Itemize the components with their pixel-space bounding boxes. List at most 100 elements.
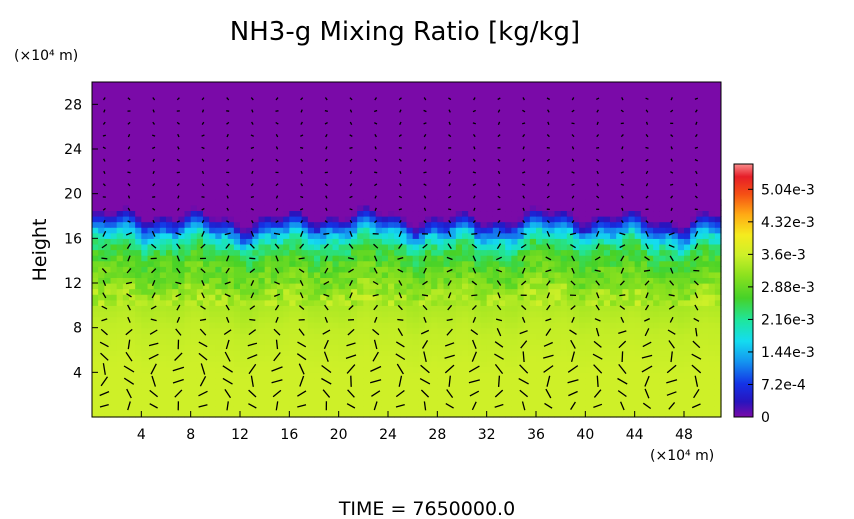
field-cell xyxy=(665,243,673,251)
wind-vector xyxy=(645,170,649,175)
field-cell xyxy=(375,333,383,340)
field-cell xyxy=(585,316,593,323)
field-cell xyxy=(166,221,173,228)
field-cell xyxy=(597,405,605,413)
field-cell xyxy=(147,210,155,217)
field-cell xyxy=(616,283,623,290)
field-cell xyxy=(116,288,124,295)
field-cell xyxy=(690,372,697,379)
wind-vector xyxy=(595,327,600,337)
field-cell xyxy=(455,361,463,368)
field-cell xyxy=(394,210,401,217)
field-cell xyxy=(135,227,142,234)
field-cell xyxy=(696,322,704,329)
field-cell xyxy=(690,400,697,407)
field-cell xyxy=(511,266,519,273)
field-cell xyxy=(172,299,179,306)
wind-vector xyxy=(399,183,402,187)
field-cell xyxy=(634,338,642,346)
wind-vector xyxy=(596,121,599,125)
field-cell xyxy=(221,389,229,396)
field-cell xyxy=(338,260,346,267)
field-cell xyxy=(622,255,630,262)
field-cell xyxy=(110,199,118,206)
field-cell xyxy=(233,283,241,290)
field-cell xyxy=(307,411,315,418)
field-cell xyxy=(295,249,303,256)
field-cell xyxy=(523,338,531,346)
field-cell xyxy=(443,377,451,385)
field-cell xyxy=(178,310,186,318)
field-cell xyxy=(628,394,636,401)
field-cell xyxy=(289,243,297,251)
field-cell xyxy=(628,350,636,357)
field-cell xyxy=(258,232,266,239)
field-cell xyxy=(363,238,371,245)
field-cell xyxy=(264,294,272,301)
field-cell xyxy=(196,210,204,217)
field-cell xyxy=(264,238,272,245)
wind-vector xyxy=(397,304,403,311)
field-cell xyxy=(110,283,118,290)
field-cell xyxy=(455,305,463,312)
field-cell xyxy=(252,249,260,256)
field-cell xyxy=(320,333,327,340)
field-cell xyxy=(517,260,525,267)
field-cell xyxy=(634,283,642,290)
field-cell xyxy=(110,216,118,223)
field-cell xyxy=(394,405,401,413)
field-cell xyxy=(184,411,192,418)
field-cell xyxy=(597,411,605,418)
field-cell xyxy=(597,210,605,217)
field-cell xyxy=(369,405,377,413)
field-cell xyxy=(536,255,543,262)
field-cell xyxy=(634,227,642,234)
field-cell xyxy=(221,288,229,295)
field-cell xyxy=(153,383,161,390)
field-cell xyxy=(240,372,247,379)
field-cell xyxy=(455,271,463,279)
field-cell xyxy=(246,283,253,290)
field-cell xyxy=(585,199,593,206)
field-cell xyxy=(369,411,377,418)
field-cell xyxy=(141,204,149,212)
field-cell xyxy=(301,299,309,306)
field-cell xyxy=(363,266,371,273)
wind-vector xyxy=(275,110,279,112)
wind-vector xyxy=(151,230,156,237)
field-cell xyxy=(215,344,223,351)
wind-vector xyxy=(225,339,230,350)
field-cell xyxy=(301,232,309,239)
field-cell xyxy=(579,277,586,284)
field-cell xyxy=(369,277,377,284)
field-cell xyxy=(122,283,130,290)
field-cell xyxy=(351,216,358,223)
field-cell xyxy=(714,327,722,334)
field-cell xyxy=(258,333,266,340)
wind-vector xyxy=(199,328,207,336)
field-cell xyxy=(474,355,482,362)
field-cell xyxy=(338,405,346,413)
field-cell xyxy=(369,232,377,239)
field-cell xyxy=(196,249,204,256)
field-cell xyxy=(492,266,500,273)
wind-vector xyxy=(641,365,653,373)
wind-vector xyxy=(297,404,307,408)
field-cell xyxy=(122,232,130,239)
field-cell xyxy=(314,199,321,206)
field-cell xyxy=(684,310,691,318)
field-cell xyxy=(468,400,475,407)
field-cell xyxy=(215,377,223,385)
wind-vector xyxy=(224,281,231,285)
field-cell xyxy=(196,238,204,245)
wind-vector xyxy=(546,280,551,286)
field-cell xyxy=(381,216,389,223)
field-cell xyxy=(640,299,648,306)
wind-vector xyxy=(324,267,329,274)
field-cell xyxy=(344,271,352,279)
field-cell xyxy=(536,283,543,290)
field-cell xyxy=(357,299,364,306)
field-cell xyxy=(203,411,210,418)
field-cell xyxy=(314,305,321,312)
